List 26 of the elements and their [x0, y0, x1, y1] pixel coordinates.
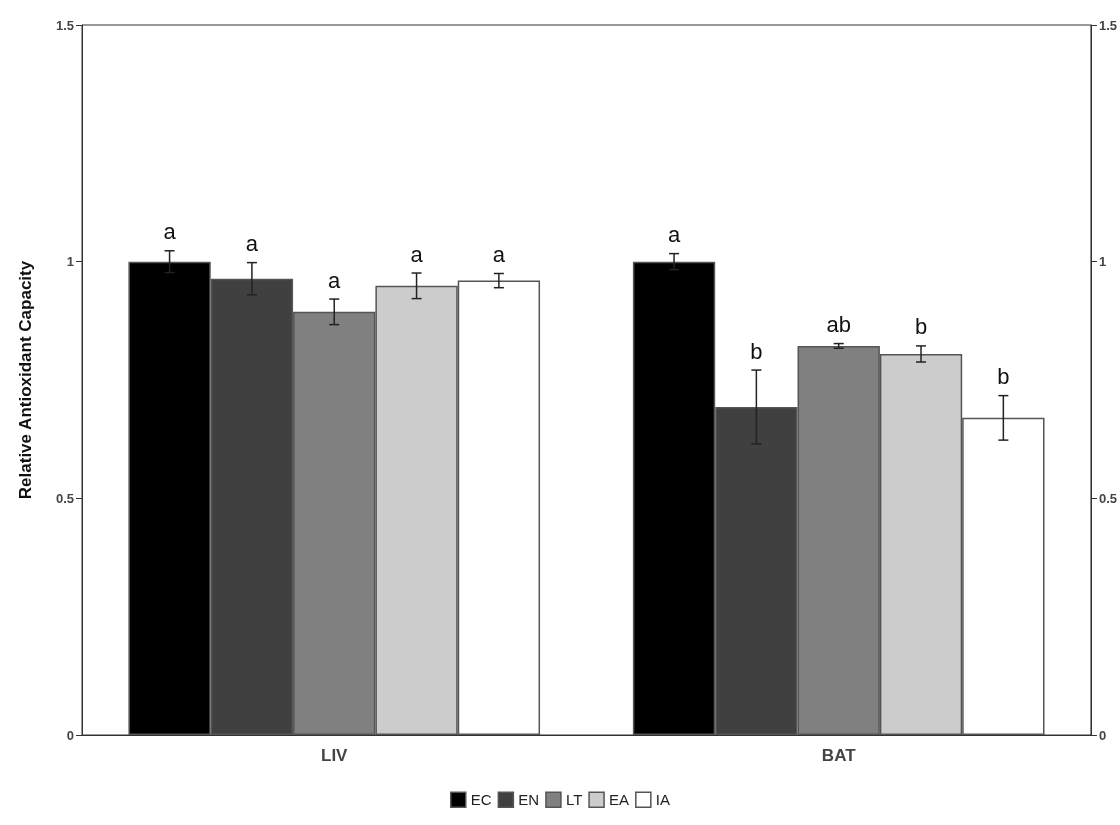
y-tick-label: 0 [66, 727, 74, 743]
x-tick-label: LIV [321, 746, 349, 765]
y-tick-label: 1 [66, 254, 74, 270]
x-tick-label: BAT [821, 746, 857, 765]
y2-tick-label: 1.5 [1098, 17, 1118, 33]
legend-label: EA [609, 791, 630, 809]
y2-tick-label: 1 [1098, 254, 1107, 270]
data-label: b [997, 364, 1010, 390]
y2-tick-label: 0 [1098, 727, 1107, 743]
data-label: a [410, 241, 424, 267]
y-tick-label: 0.5 [55, 490, 74, 506]
data-label: b [750, 338, 763, 364]
data-label: a [163, 219, 177, 245]
legend-label: EN [518, 791, 540, 809]
y-tick-label: 1.5 [55, 17, 74, 33]
data-label: a [328, 267, 342, 293]
data-label: a [245, 231, 259, 257]
y2-tick-label: 0.5 [1098, 490, 1118, 506]
legend-label: IA [655, 791, 671, 809]
data-label: ab [826, 312, 851, 338]
data-label: b [914, 314, 928, 340]
data-label: a [492, 242, 506, 267]
legend-label: LT [565, 791, 583, 809]
y-axis-title: Relative Antioxidant Capacity [16, 260, 35, 500]
legend-label: EC [470, 791, 492, 809]
data-label: a [667, 222, 681, 248]
